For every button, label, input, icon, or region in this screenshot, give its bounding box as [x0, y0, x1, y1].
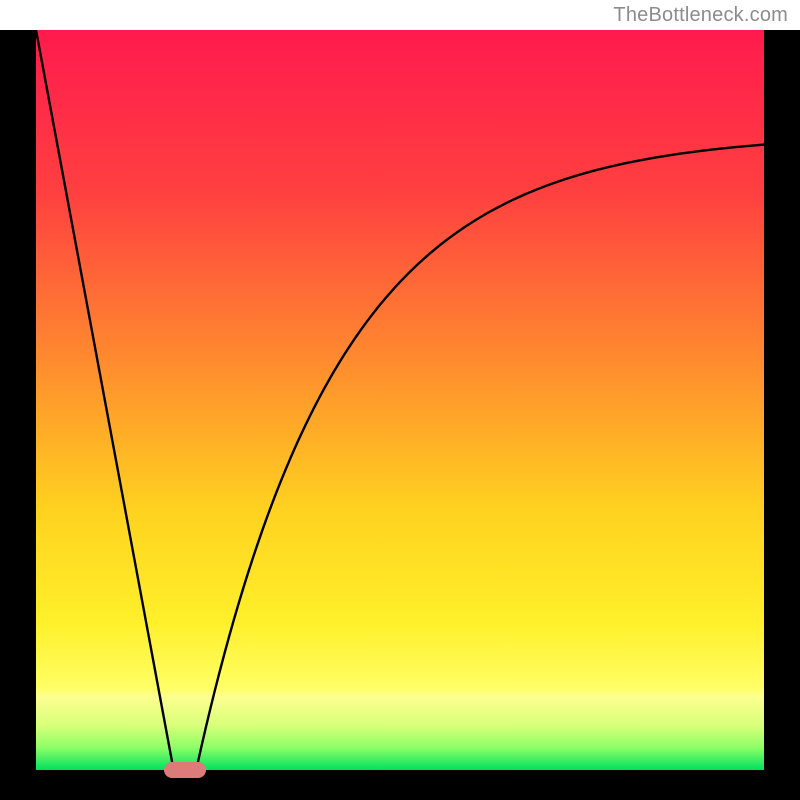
watermark-text: TheBottleneck.com: [613, 4, 788, 27]
chart-gradient-background: [36, 30, 764, 770]
optimal-point-marker: [164, 762, 206, 778]
chart-container: TheBottleneck.com: [0, 0, 800, 800]
